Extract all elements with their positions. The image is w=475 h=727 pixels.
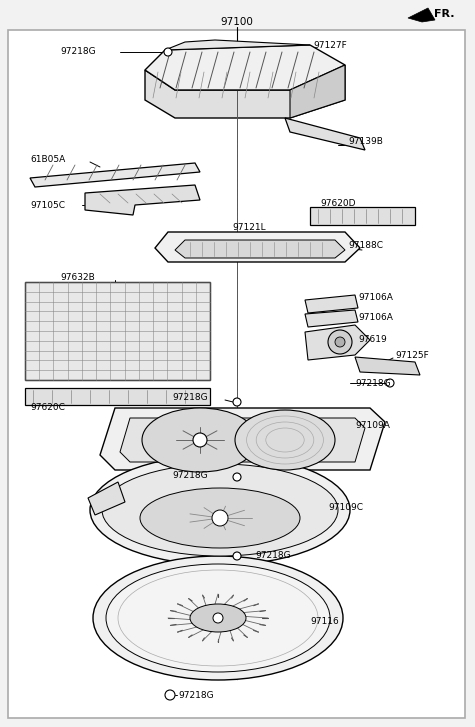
Text: FR.: FR. xyxy=(434,9,455,19)
Polygon shape xyxy=(290,65,345,118)
Text: 97116: 97116 xyxy=(310,617,339,627)
Ellipse shape xyxy=(190,604,246,632)
Ellipse shape xyxy=(90,455,350,565)
Text: 97218G: 97218G xyxy=(255,550,291,560)
Circle shape xyxy=(328,330,352,354)
Ellipse shape xyxy=(106,564,330,672)
Text: 97125F: 97125F xyxy=(395,350,429,359)
Text: 97620D: 97620D xyxy=(320,198,355,207)
Text: 97105C: 97105C xyxy=(30,201,65,209)
Text: 97620C: 97620C xyxy=(30,403,65,412)
Circle shape xyxy=(386,379,394,387)
Circle shape xyxy=(193,433,207,447)
Polygon shape xyxy=(30,163,200,187)
Circle shape xyxy=(233,473,241,481)
Circle shape xyxy=(164,48,172,56)
Text: 97109A: 97109A xyxy=(355,420,390,430)
Text: 97127F: 97127F xyxy=(313,41,347,50)
Polygon shape xyxy=(120,418,365,462)
Ellipse shape xyxy=(102,464,338,556)
Bar xyxy=(25,282,210,380)
Polygon shape xyxy=(408,8,435,22)
Polygon shape xyxy=(285,118,365,150)
Text: 97106A: 97106A xyxy=(358,294,393,302)
Text: 97188C: 97188C xyxy=(348,241,383,249)
Text: 97218G: 97218G xyxy=(178,691,214,699)
Polygon shape xyxy=(305,310,358,327)
Polygon shape xyxy=(175,240,345,258)
Polygon shape xyxy=(305,325,370,360)
Polygon shape xyxy=(355,357,420,375)
Text: 97218G: 97218G xyxy=(355,379,390,387)
Text: 97139B: 97139B xyxy=(348,137,383,147)
Text: 97100: 97100 xyxy=(220,17,254,27)
Circle shape xyxy=(213,613,223,623)
Text: 97632B: 97632B xyxy=(60,273,95,283)
Circle shape xyxy=(233,398,241,406)
Polygon shape xyxy=(145,65,345,118)
Ellipse shape xyxy=(235,410,335,470)
Text: 97619: 97619 xyxy=(358,335,387,345)
Bar xyxy=(310,207,415,225)
Polygon shape xyxy=(100,408,385,470)
Text: 97121L: 97121L xyxy=(232,223,266,233)
Text: 97106A: 97106A xyxy=(358,313,393,321)
Text: 97109C: 97109C xyxy=(328,504,363,513)
Circle shape xyxy=(165,690,175,700)
Polygon shape xyxy=(165,40,310,50)
Text: 61B05A: 61B05A xyxy=(30,156,65,164)
Text: 97218G: 97218G xyxy=(60,47,95,57)
Text: 97218G: 97218G xyxy=(172,393,208,403)
Polygon shape xyxy=(88,482,125,515)
Text: 97218G: 97218G xyxy=(172,470,208,480)
Ellipse shape xyxy=(140,488,300,548)
Ellipse shape xyxy=(142,408,258,472)
Polygon shape xyxy=(155,232,360,262)
Circle shape xyxy=(335,337,345,347)
Polygon shape xyxy=(145,45,345,90)
Polygon shape xyxy=(85,185,200,215)
Circle shape xyxy=(212,510,228,526)
Polygon shape xyxy=(305,295,358,313)
Circle shape xyxy=(233,552,241,560)
Bar xyxy=(25,388,210,405)
Ellipse shape xyxy=(93,556,343,680)
